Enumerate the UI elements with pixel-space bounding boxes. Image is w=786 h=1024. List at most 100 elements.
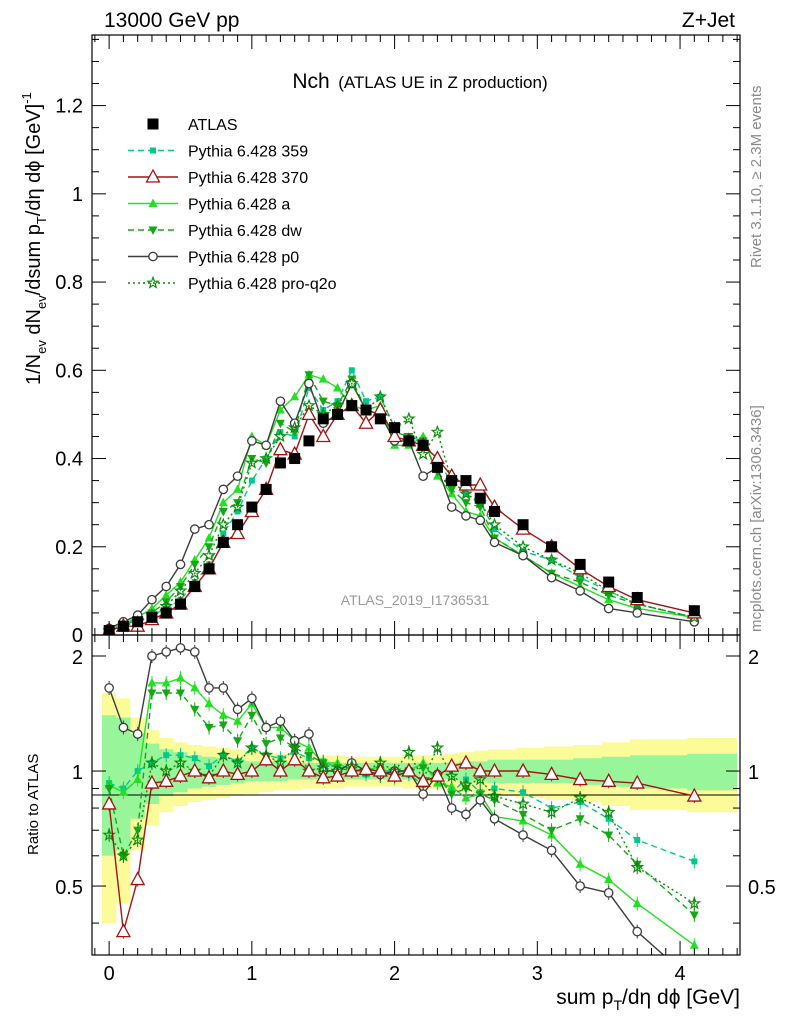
point-atlas [346,400,358,412]
point-pythia-6-428-dw [204,543,214,552]
ratio-point-pythia-6-428-dw [175,689,185,699]
point-pythia-6-428-p0 [175,559,186,570]
ratio-point-pythia-6-428-a [204,698,214,708]
ratio-y-tick-label: 0.5 [55,877,83,899]
point-atlas [374,413,386,425]
legend-item-pythia-6-428-p0: Pythia 6.428 p0 [128,250,299,267]
point-pythia-6-428-dw [575,578,585,588]
point-pythia-6-428-dw [275,419,285,429]
ratio-series-pythia-6-428-a [104,671,699,953]
legend-marker-atlas [147,118,159,130]
ratio-point-pythia-6-428-dw [261,740,271,749]
point-atlas [688,605,700,617]
x-tick-label: 0 [104,963,115,985]
ratio-point-pythia-6-428-dw [689,911,699,920]
ratio-point-pythia-6-428-370 [515,762,531,777]
ratio-point-pythia-6-428-pro-q2o [145,755,159,769]
legend-item-pythia-6-428-dw: Pythia 6.428 dw [128,223,302,240]
main-title-sub: (ATLAS UE in Z production) [338,73,547,92]
point-pythia-6-428-359 [234,508,241,515]
ratio-point-pythia-6-428-p0 [118,722,129,733]
ratio-point-pythia-6-428-359 [177,752,184,759]
ratio-total-uncertainty-band [102,693,738,924]
ratio-point-pythia-6-428-pro-q2o [216,747,231,762]
ratio-point-pythia-6-428-370 [386,767,403,782]
point-pythia-6-428-p0 [603,603,614,614]
ratio-point-pythia-6-428-p0 [575,881,585,891]
ratio-point-pythia-6-428-pro-q2o [573,790,588,804]
point-atlas [460,475,472,487]
point-pythia-6-428-pro-q2o [216,517,231,531]
ratio-point-pythia-6-428-a [575,859,585,868]
ratio-point-pythia-6-428-370 [130,871,146,886]
point-atlas [474,492,486,504]
point-pythia-6-428-p0 [304,378,314,389]
point-atlas [389,422,401,434]
point-pythia-6-428-pro-q2o [487,517,502,531]
ratio-point-pythia-6-428-370 [472,762,488,777]
ratio-point-pythia-6-428-a [175,673,185,682]
ratio-point-pythia-6-428-370 [315,769,331,784]
point-pythia-6-428-a [233,484,243,493]
point-atlas [603,576,615,588]
point-pythia-6-428-p0 [204,519,214,530]
point-pythia-6-428-dw [161,598,171,607]
point-pythia-6-428-dw [247,455,257,464]
point-pythia-6-428-p0 [446,502,457,512]
ratio-point-pythia-6-428-370 [272,762,288,777]
point-pythia-6-428-p0 [418,471,428,482]
ratio-point-pythia-6-428-pro-q2o [401,744,416,759]
ratio-point-pythia-6-428-p0 [189,647,200,657]
ratio-point-pythia-6-428-p0 [461,809,471,820]
legend-label: Pythia 6.428 dw [188,223,302,240]
line-pythia-6-428-p0 [108,381,695,630]
ratio-point-pythia-6-428-pro-q2o [444,768,459,782]
ratio-point-pythia-6-428-370 [258,751,274,766]
ratio-point-pythia-6-428-a [161,677,171,687]
ratio-point-pythia-6-428-a [604,874,614,884]
legend: ATLAS Pythia 6.428 359 Pythia 6.428 370 Pyt… [128,117,337,293]
ratio-point-pythia-6-428-p0 [161,647,172,657]
x-tick-label: 3 [532,963,543,985]
ratio-point-pythia-6-428-p0 [175,643,186,653]
point-pythia-6-428-pro-q2o [287,420,302,434]
point-atlas [446,475,458,487]
legend-label: ATLAS [188,117,238,134]
ratio-point-pythia-6-428-p0 [247,693,257,704]
legend-item-pythia-6-428-pro-q2o: Pythia 6.428 pro-q2o [128,275,337,293]
ratio-point-pythia-6-428-359 [491,785,498,792]
ratio-point-pythia-6-428-370 [401,762,417,777]
point-atlas [331,408,343,420]
ratio-point-pythia-6-428-370 [101,795,117,810]
ratio-point-pythia-6-428-370 [458,754,474,769]
legend-item-atlas: ATLAS [147,117,238,134]
point-atlas [403,435,415,447]
y-tick-label: 0 [72,625,83,647]
ratio-point-pythia-6-428-370 [544,766,560,781]
ratio-point-pythia-6-428-370 [215,762,231,777]
point-pythia-6-428-dw [175,582,185,592]
ratio-point-pythia-6-428-p0 [147,651,157,661]
ratio-point-pythia-6-428-dw [604,831,614,841]
main-title: Nch (ATLAS UE in Z production) [292,70,547,93]
point-atlas [631,592,643,603]
ratio-line-pythia-6-428-p0 [108,647,665,955]
y-tick-label: 0.4 [55,449,83,471]
point-atlas [132,616,144,628]
ratio-point-pythia-6-428-dw [147,689,157,699]
point-atlas [317,413,329,425]
point-pythia-6-428-p0 [575,586,585,596]
ratio-point-pythia-6-428-dw [204,723,214,733]
ratio-point-pythia-6-428-p0 [446,803,457,813]
ratio-point-pythia-6-428-370 [486,762,503,777]
main-y-axis-label: 1/Nev dNev/dsum pT/dη dϕ [GeV]-1 [19,92,49,385]
point-pythia-6-428-370 [429,450,446,465]
ratio-point-pythia-6-428-p0 [232,704,243,715]
point-atlas [246,501,258,513]
point-pythia-6-428-370 [315,428,331,443]
point-pythia-6-428-dw [218,507,228,517]
ratio-point-pythia-6-428-dw [547,826,557,836]
ratio-point-pythia-6-428-a [147,677,157,687]
point-pythia-6-428-359 [491,526,498,533]
y-tick-label: 1 [72,184,83,206]
